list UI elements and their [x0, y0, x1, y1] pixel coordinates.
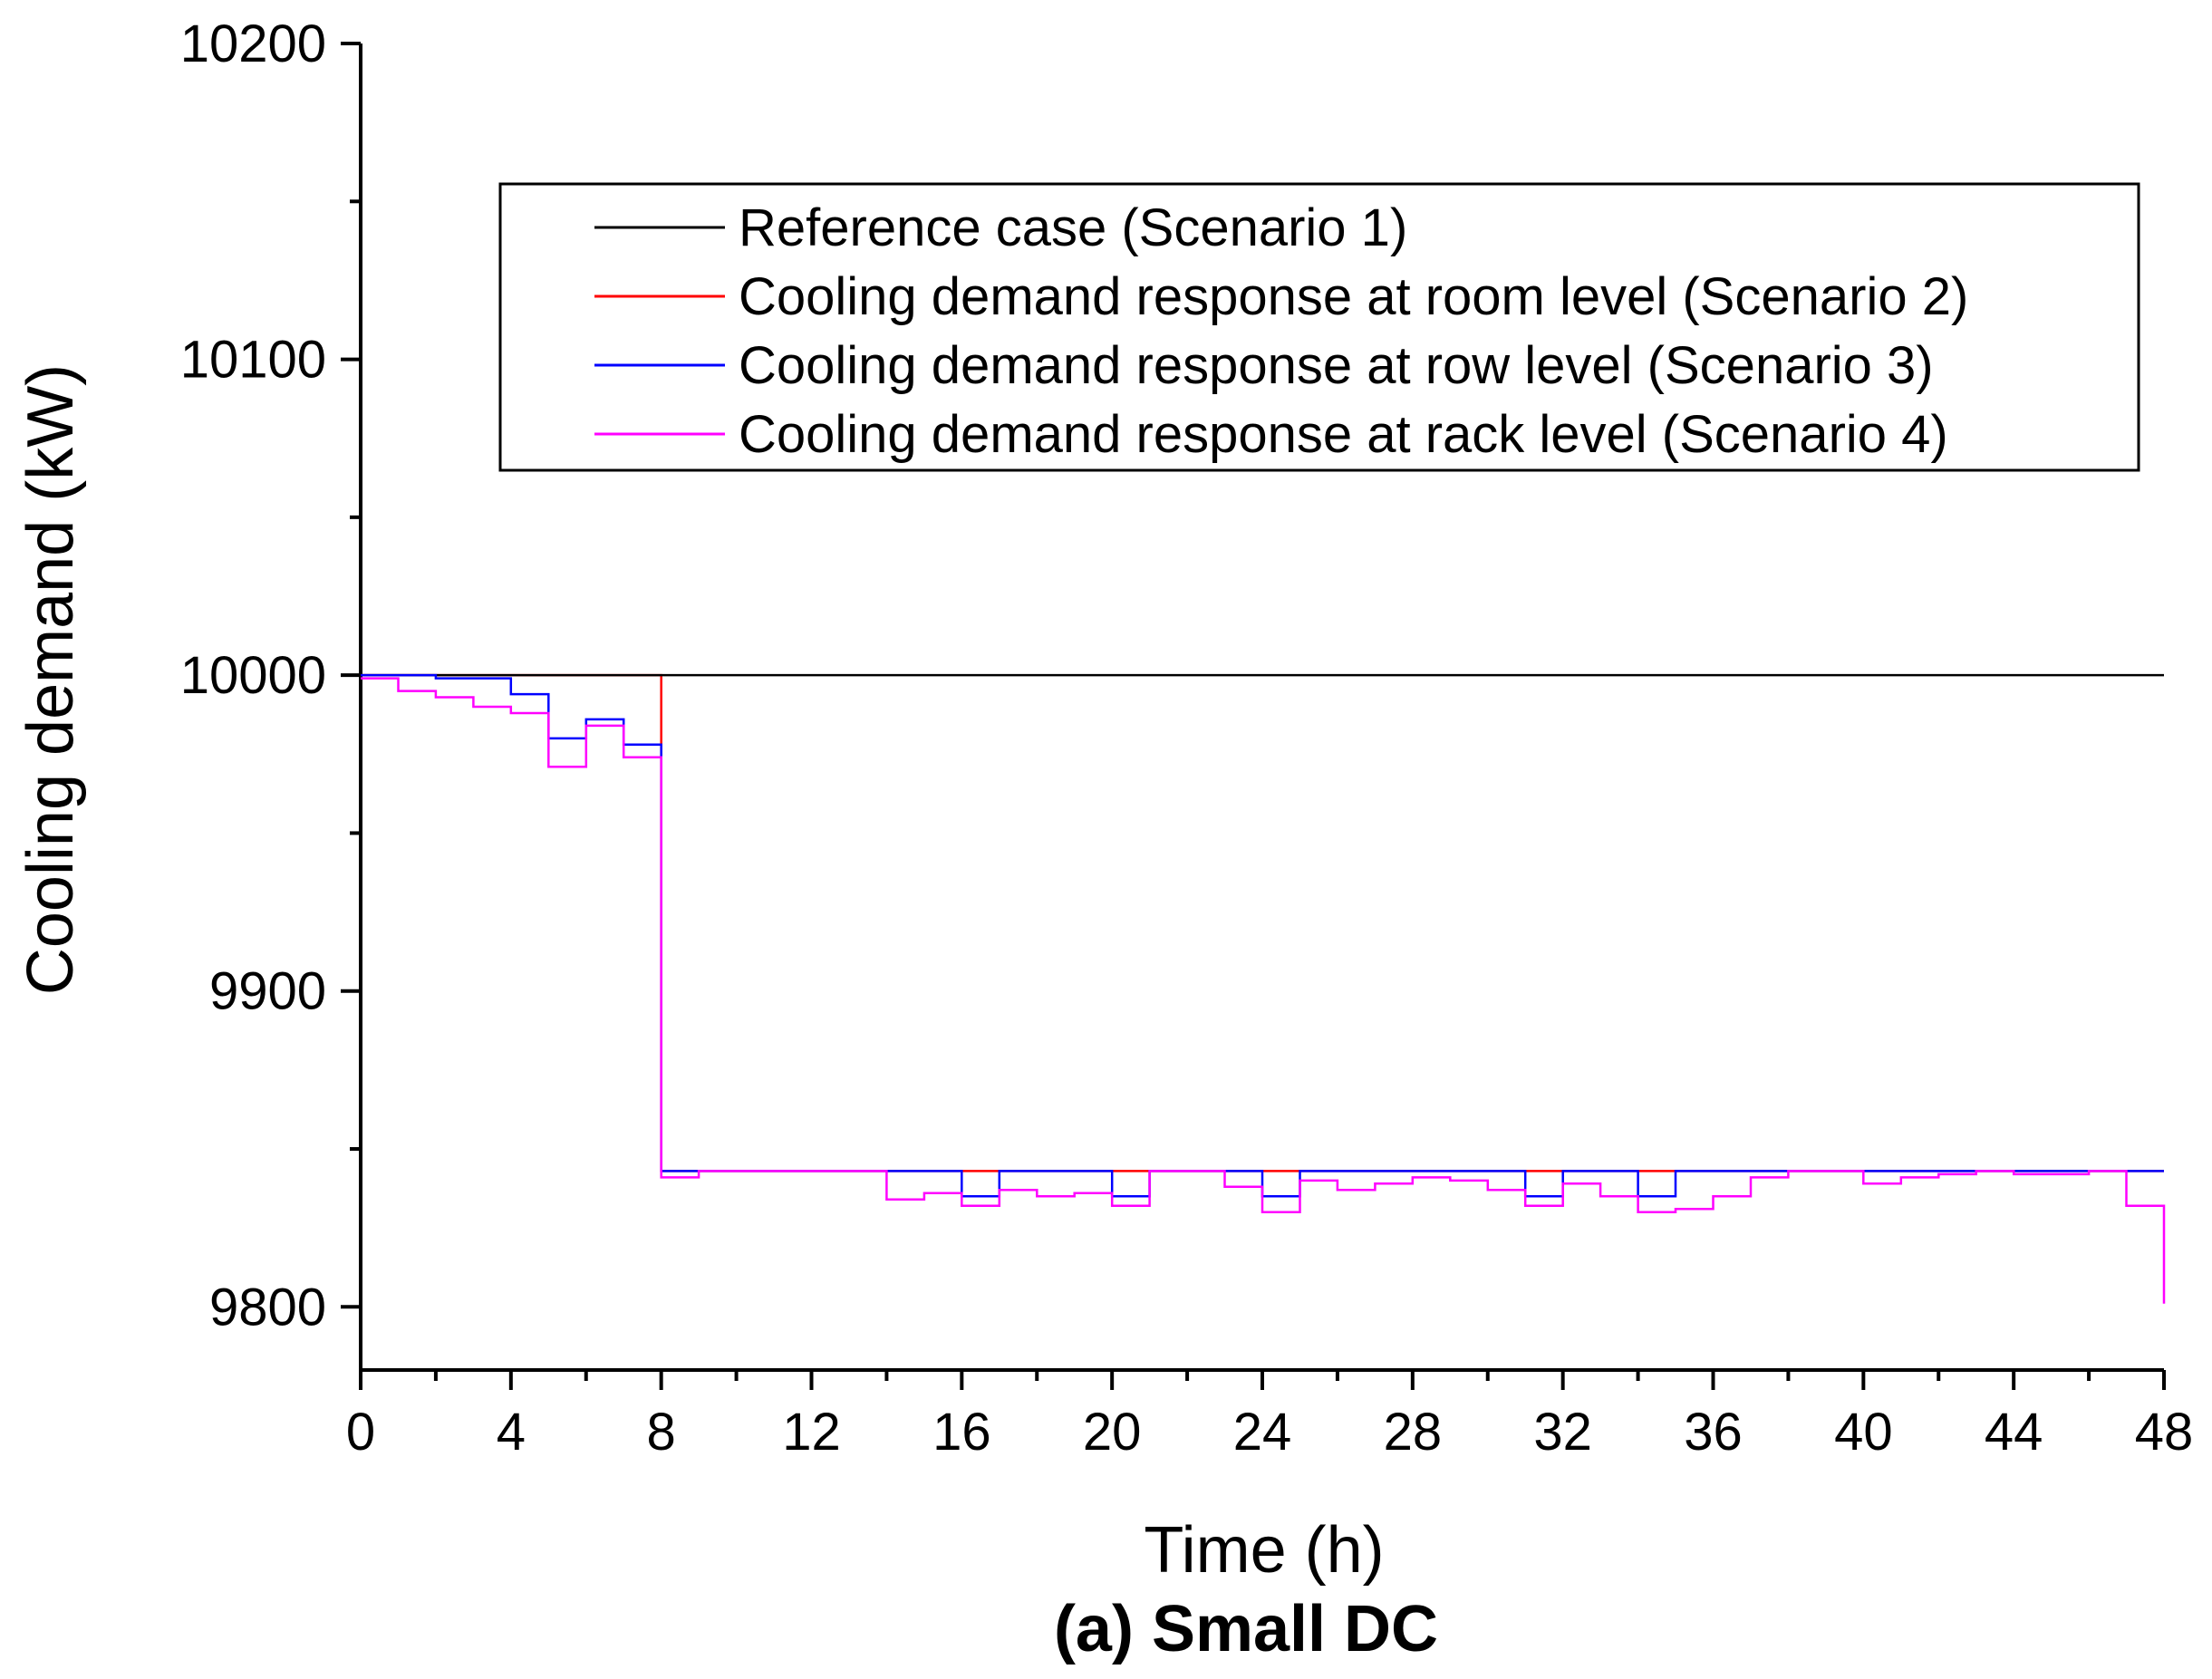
axes-layer: 0 4 8 12 16 20 24 28 32 36 40 44 4898009900100001010… — [180, 14, 2194, 1462]
x-tick-label: 48 — [2135, 1403, 2194, 1462]
x-tick-label: 16 — [932, 1403, 991, 1462]
legend-box — [498, 182, 2140, 472]
x-tick-label: 44 — [1985, 1403, 2043, 1462]
x-axis-title: Time (h) — [1144, 1514, 1384, 1587]
y-axis-title: Cooling demand (kW) — [14, 364, 87, 995]
chart-caption: (a) Small DC — [1054, 1593, 1438, 1665]
y-tick-label: 9800 — [209, 1278, 326, 1336]
y-tick-label: 10100 — [180, 331, 326, 390]
y-tick-label: 9900 — [209, 962, 326, 1021]
x-tick-label: 36 — [1684, 1403, 1743, 1462]
legend-label: Cooling demand response at rack level (S… — [739, 405, 1948, 464]
x-tick-label: 24 — [1233, 1403, 1292, 1462]
series-line-scenario-3 — [361, 673, 2164, 1198]
x-tick-label: 0 — [346, 1403, 375, 1462]
legend-label: Cooling demand response at room level (S… — [739, 267, 1968, 326]
x-tick-label: 4 — [497, 1403, 526, 1462]
y-tick-label: 10200 — [180, 14, 326, 73]
series-line-scenario-4 — [361, 677, 2166, 1304]
legend-label: Cooling demand response at row level (Sc… — [739, 336, 1934, 395]
series-layer — [361, 673, 2166, 1304]
x-tick-label: 32 — [1533, 1403, 1592, 1462]
x-tick-label: 12 — [782, 1403, 841, 1462]
series-line-scenario-2 — [361, 673, 2164, 1172]
x-tick-label: 20 — [1083, 1403, 1142, 1462]
x-tick-label: 40 — [1834, 1403, 1893, 1462]
legend-label: Reference case (Scenario 1) — [739, 198, 1407, 257]
y-tick-label: 10000 — [180, 646, 326, 705]
legend: Reference case (Scenario 1) Cooling deman… — [498, 182, 2140, 472]
x-tick-label: 8 — [647, 1403, 676, 1462]
x-tick-label: 28 — [1384, 1403, 1443, 1462]
